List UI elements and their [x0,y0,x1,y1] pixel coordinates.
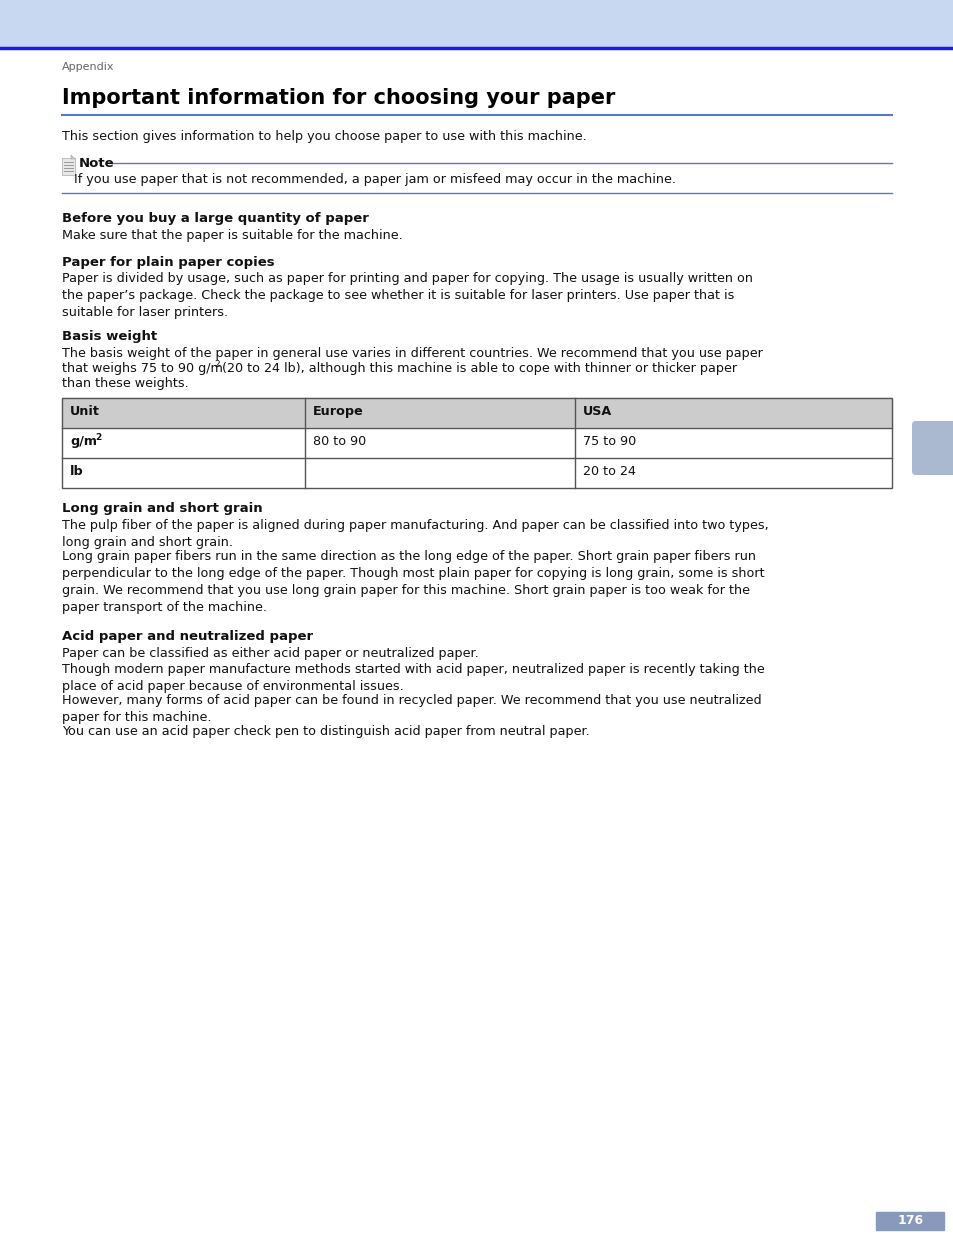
Text: that weighs 75 to 90 g/m: that weighs 75 to 90 g/m [62,362,223,375]
Bar [62,429,891,458]
Text: g/m: g/m [70,435,97,448]
Bar [62,398,891,429]
Text: 20 to 24: 20 to 24 [582,466,636,478]
Text: 2: 2 [95,433,101,442]
Text: You can use an acid paper check pen to distinguish acid paper from neutral paper: You can use an acid paper check pen to d… [62,725,589,739]
Text: 75 to 90: 75 to 90 [582,435,636,448]
FancyBboxPatch shape [911,421,953,475]
Bar [875,1212,943,1230]
Text: than these weights.: than these weights. [62,377,189,390]
Text: Long grain paper fibers run in the same direction as the long edge of the paper.: Long grain paper fibers run in the same … [62,550,763,614]
Text: Before you buy a large quantity of paper: Before you buy a large quantity of paper [62,212,369,225]
Text: If you use paper that is not recommended, a paper jam or misfeed may occur in th: If you use paper that is not recommended… [74,173,676,186]
Text: Long grain and short grain: Long grain and short grain [62,501,262,515]
Bar [0,0,953,48]
Text: A: A [927,433,941,452]
Text: Europe: Europe [313,405,363,417]
Text: Note: Note [79,157,114,170]
Text: (20 to 24 lb), although this machine is able to cope with thinner or thicker pap: (20 to 24 lb), although this machine is … [218,362,737,375]
Polygon shape [71,156,75,159]
Text: The basis weight of the paper in general use varies in different countries. We r: The basis weight of the paper in general… [62,347,762,359]
Bar [62,398,891,488]
Text: Acid paper and neutralized paper: Acid paper and neutralized paper [62,630,313,643]
Bar [62,158,75,175]
Text: Basis weight: Basis weight [62,330,157,343]
Text: 2: 2 [213,359,219,369]
Text: lb: lb [70,466,84,478]
Text: Paper is divided by usage, such as paper for printing and paper for copying. The: Paper is divided by usage, such as paper… [62,272,752,319]
Text: Paper can be classified as either acid paper or neutralized paper.: Paper can be classified as either acid p… [62,647,478,659]
Text: This section gives information to help you choose paper to use with this machine: This section gives information to help y… [62,130,586,143]
Text: Unit: Unit [70,405,100,417]
Text: However, many forms of acid paper can be found in recycled paper. We recommend t: However, many forms of acid paper can be… [62,694,760,724]
Bar [62,458,891,488]
Text: Paper for plain paper copies: Paper for plain paper copies [62,256,274,269]
Text: 80 to 90: 80 to 90 [313,435,366,448]
Text: Make sure that the paper is suitable for the machine.: Make sure that the paper is suitable for… [62,228,402,242]
Text: Important information for choosing your paper: Important information for choosing your … [62,88,615,107]
Text: The pulp fiber of the paper is aligned during paper manufacturing. And paper can: The pulp fiber of the paper is aligned d… [62,519,768,550]
Text: 176: 176 [897,1214,923,1228]
Text: Appendix: Appendix [62,62,114,72]
Text: USA: USA [582,405,612,417]
Text: Though modern paper manufacture methods started with acid paper, neutralized pap: Though modern paper manufacture methods … [62,663,764,693]
